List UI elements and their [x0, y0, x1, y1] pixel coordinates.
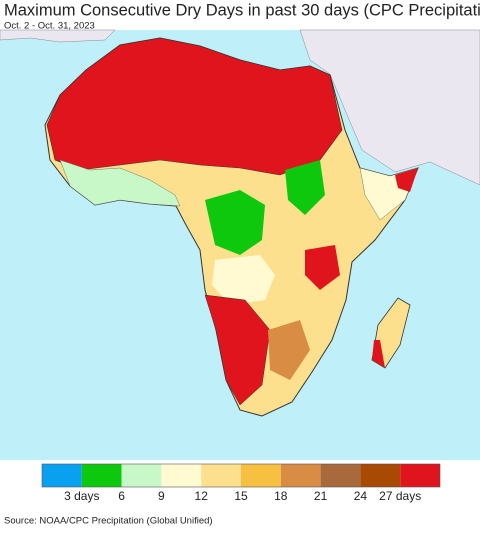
legend-swatch	[320, 464, 361, 487]
botswana-region	[268, 320, 310, 380]
legend-swatch	[201, 464, 241, 487]
title: Maximum Consecutive Dry Days in past 30 …	[4, 1, 480, 19]
legend-label: 21	[314, 489, 328, 503]
angola-region	[212, 255, 275, 305]
congo-green	[205, 190, 265, 255]
legend-label: 18	[274, 489, 288, 503]
legend-swatch	[81, 464, 122, 487]
legend: 3 days 6 9 12 15 18 21 24 27 days	[41, 463, 441, 503]
legend-swatch	[280, 464, 321, 487]
legend-label: 24	[354, 489, 368, 503]
legend-frame	[41, 463, 441, 488]
sudan-green	[285, 160, 325, 215]
legend-swatch	[161, 464, 202, 487]
subtitle: Oct. 2 - Oct. 31, 2023	[4, 21, 95, 32]
legend-label: 6	[118, 489, 125, 503]
legend-label: 3 days	[64, 489, 99, 503]
legend-swatch	[241, 464, 281, 487]
namibia-region	[204, 294, 271, 406]
legend-swatch	[121, 464, 162, 487]
legend-swatch	[400, 464, 440, 487]
somalia-tip	[395, 168, 418, 192]
madagascar-south	[372, 340, 385, 368]
middle-east	[299, 29, 480, 186]
source: Source: NOAA/CPC Precipitation (Global U…	[4, 516, 213, 527]
legend-label: 12	[195, 489, 209, 503]
guinea-coast	[59, 159, 181, 207]
tanzania-region	[305, 245, 340, 290]
legend-label: 15	[234, 489, 248, 503]
legend-label: 27 days	[379, 489, 421, 503]
europe	[0, 29, 116, 43]
legend-label: 9	[158, 489, 165, 503]
legend-swatch	[42, 464, 82, 487]
map	[0, 29, 480, 460]
legend-swatch	[360, 464, 401, 487]
